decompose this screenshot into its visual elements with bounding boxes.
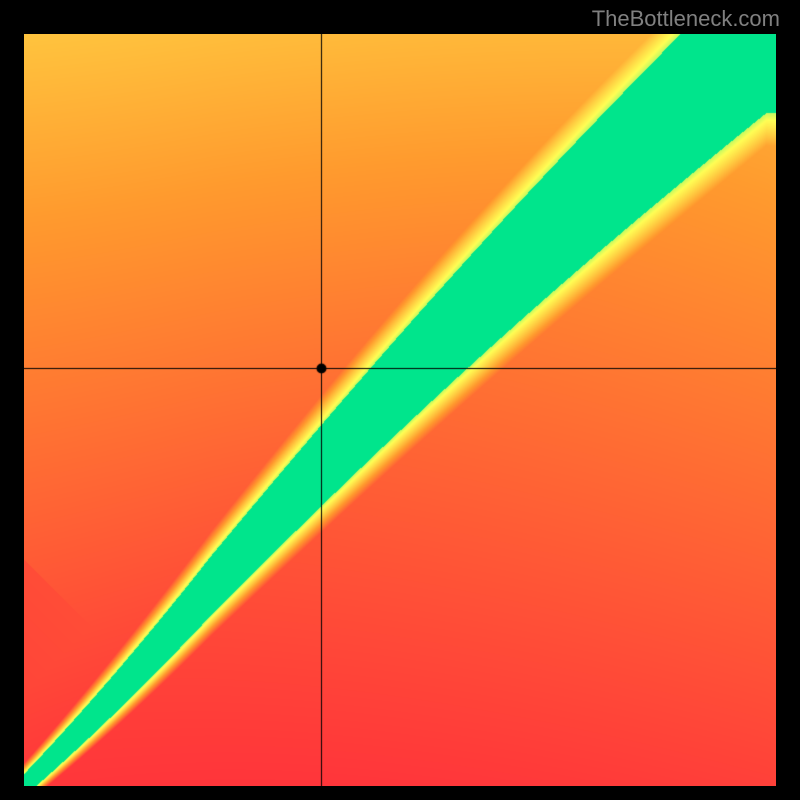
- watermark-text: TheBottleneck.com: [592, 6, 780, 32]
- bottleneck-heatmap: [24, 34, 776, 786]
- chart-container: TheBottleneck.com: [0, 0, 800, 800]
